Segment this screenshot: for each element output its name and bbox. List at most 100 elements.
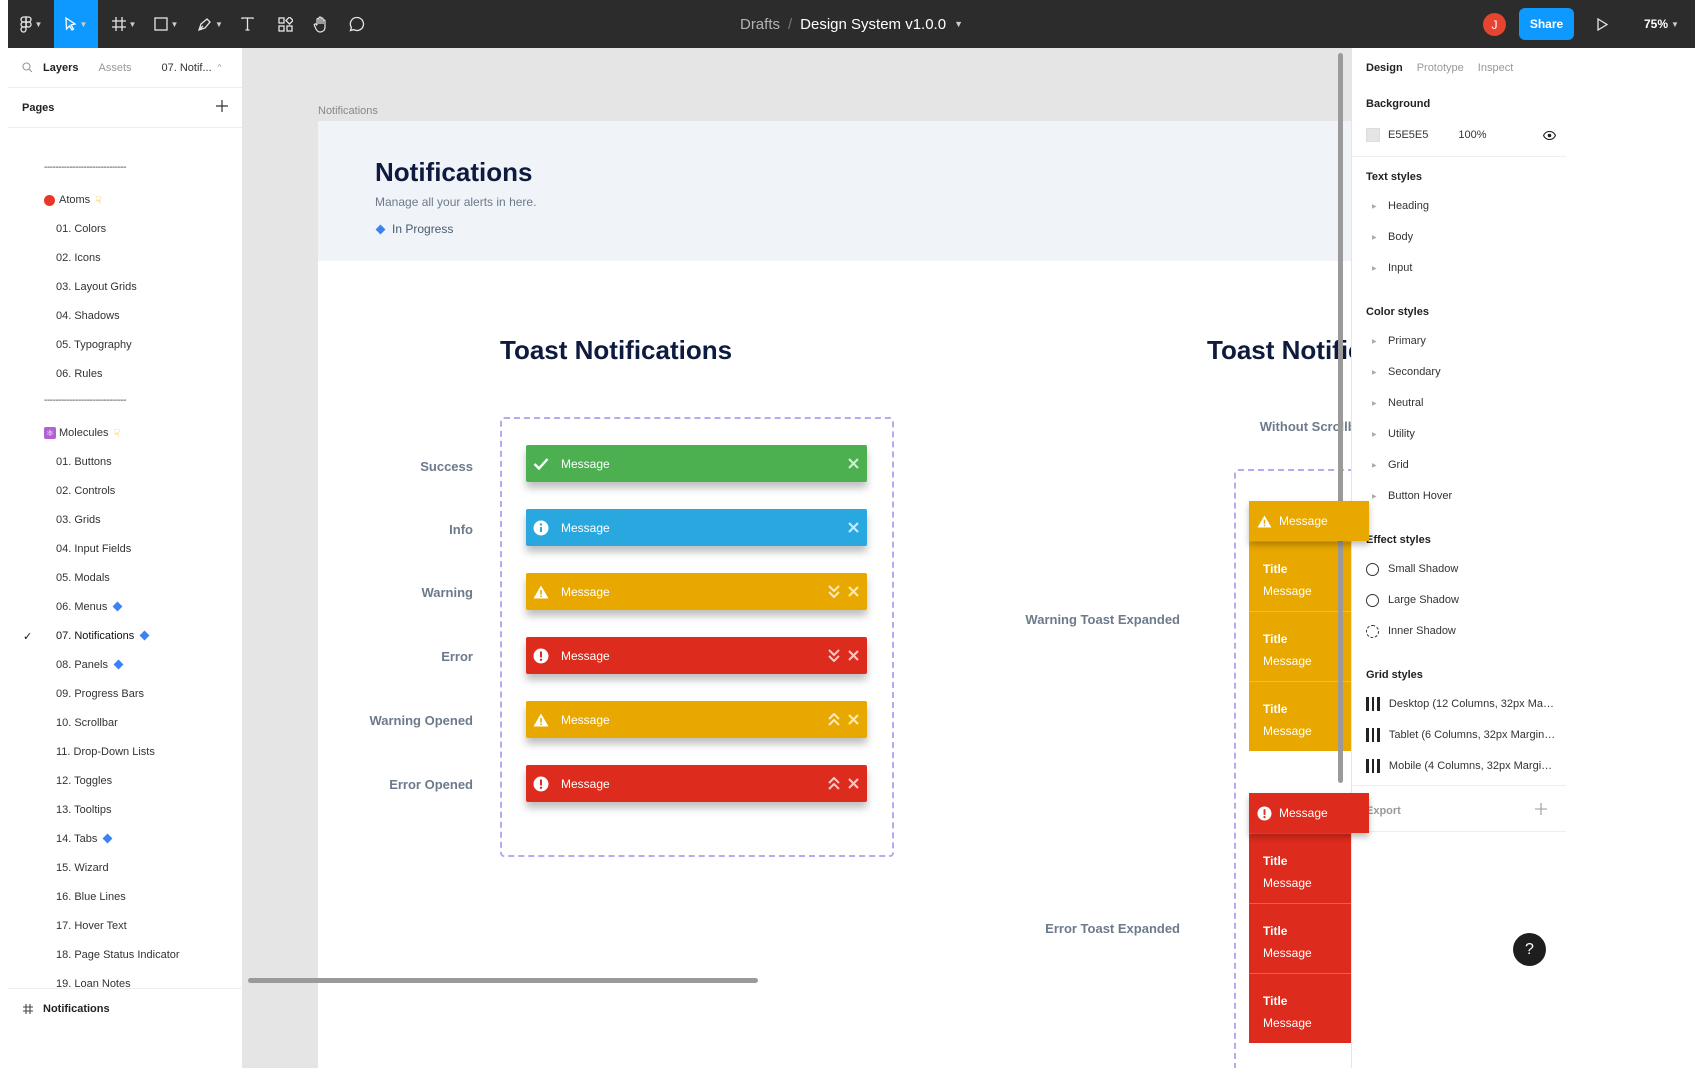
- page-item[interactable]: 02. Controls: [8, 477, 243, 505]
- background-opacity[interactable]: 100%: [1458, 129, 1487, 141]
- color-style-item[interactable]: ▶ Primary: [1366, 330, 1556, 352]
- close-icon[interactable]: [848, 714, 859, 725]
- error-toast-expanded[interactable]: Message Title Message Title Message Title M…: [1249, 793, 1369, 1043]
- page-item[interactable]: 09. Progress Bars: [8, 680, 243, 708]
- text-style-item[interactable]: ▶ Input: [1366, 257, 1556, 279]
- page-item[interactable]: 10. Scrollbar: [8, 709, 243, 737]
- page-item[interactable]: 01. Colors: [8, 215, 243, 243]
- frame-tool-button[interactable]: ▼: [106, 0, 142, 48]
- page-item[interactable]: 04. Input Fields: [8, 535, 243, 563]
- vertical-scrollbar[interactable]: [1338, 53, 1343, 783]
- page-item[interactable]: 12. Toggles: [8, 767, 243, 795]
- page-item[interactable]: 01. Buttons: [8, 448, 243, 476]
- page-item[interactable]: 17. Hover Text: [8, 912, 243, 940]
- page-item[interactable]: 16. Blue Lines: [8, 883, 243, 911]
- tab-assets[interactable]: Assets: [98, 61, 132, 74]
- page-item[interactable]: 06. Rules: [8, 360, 243, 388]
- chevron-double-up-icon[interactable]: [828, 713, 840, 726]
- chevron-double-down-icon[interactable]: [828, 649, 840, 662]
- color-style-item[interactable]: ▶ Grid: [1366, 454, 1556, 476]
- tab-inspect[interactable]: Inspect: [1477, 62, 1514, 74]
- frame-label[interactable]: Notifications: [318, 105, 378, 117]
- tab-prototype[interactable]: Prototype: [1416, 62, 1464, 74]
- toast-error[interactable]: Message: [526, 637, 867, 674]
- page-divider[interactable]: -----------------------------: [44, 162, 127, 173]
- page-item[interactable]: 13. Tooltips: [8, 796, 243, 824]
- page-item[interactable]: 03. Grids: [8, 506, 243, 534]
- horizontal-scrollbar[interactable]: [248, 978, 758, 983]
- design-canvas[interactable]: Notifications Notifications Manage all y…: [243, 48, 1388, 1068]
- toast-error-opened[interactable]: Message: [526, 765, 867, 802]
- add-page-icon[interactable]: [216, 100, 228, 115]
- toast-success[interactable]: Message: [526, 445, 867, 482]
- close-icon[interactable]: [848, 650, 859, 661]
- color-style-item[interactable]: ▶ Secondary: [1366, 361, 1556, 383]
- page-item[interactable]: 18. Page Status Indicator: [8, 941, 243, 969]
- chevron-double-up-icon[interactable]: [828, 777, 840, 790]
- search-icon[interactable]: [22, 62, 33, 73]
- toast-info[interactable]: Message: [526, 509, 867, 546]
- notifications-frame[interactable]: Notifications Manage all your alerts in …: [318, 121, 1388, 1068]
- page-item[interactable]: 02. Icons: [8, 244, 243, 272]
- background-hex[interactable]: E5E5E5: [1388, 129, 1429, 141]
- effect-style-item[interactable]: Inner Shadow: [1366, 620, 1556, 642]
- page-item[interactable]: 08. Panels: [8, 651, 243, 679]
- help-button[interactable]: ?: [1513, 933, 1546, 966]
- background-fill-row[interactable]: E5E5E5 100%: [1366, 124, 1556, 146]
- close-icon[interactable]: [848, 458, 859, 469]
- main-menu-button[interactable]: ▼: [8, 0, 54, 48]
- file-name[interactable]: Design System v1.0.0: [800, 15, 947, 33]
- page-item[interactable]: 19. Loan Notes: [8, 970, 243, 998]
- toast-warning[interactable]: Message: [526, 573, 867, 610]
- tab-design[interactable]: Design: [1366, 62, 1403, 74]
- color-style-item[interactable]: ▶ Button Hover: [1366, 485, 1556, 507]
- breadcrumb-drafts-link[interactable]: Drafts: [739, 15, 780, 33]
- page-item[interactable]: 05. Modals: [8, 564, 243, 592]
- toast-warning-opened[interactable]: Message: [526, 701, 867, 738]
- grid-style-item[interactable]: Desktop (12 Columns, 32px Marg...: [1366, 693, 1556, 715]
- effect-style-item[interactable]: Large Shadow: [1366, 589, 1556, 611]
- pen-tool-button[interactable]: ▼: [192, 0, 228, 48]
- effect-style-item[interactable]: Small Shadow: [1366, 558, 1556, 580]
- text-style-item[interactable]: ▶ Body: [1366, 226, 1556, 248]
- chevron-down-icon[interactable]: ▼: [954, 19, 963, 29]
- page-item[interactable]: 11. Drop-Down Lists: [8, 738, 243, 766]
- page-item[interactable]: 03. Layout Grids: [8, 273, 243, 301]
- page-item[interactable]: 15. Wizard: [8, 854, 243, 882]
- close-icon[interactable]: [848, 778, 859, 789]
- page-atoms-section[interactable]: Atoms ☟: [8, 186, 243, 214]
- page-item-current[interactable]: ✓ 07. Notifications: [8, 622, 243, 650]
- move-tool-button[interactable]: ▼: [54, 0, 98, 48]
- page-item[interactable]: 14. Tabs: [8, 825, 243, 853]
- shape-tool-button[interactable]: ▼: [148, 0, 184, 48]
- layer-row-notifications[interactable]: Notifications: [8, 988, 243, 1028]
- close-icon[interactable]: [848, 522, 859, 533]
- resources-tool-button[interactable]: [272, 0, 298, 48]
- share-button[interactable]: Share: [1519, 8, 1574, 40]
- eye-icon[interactable]: [1543, 130, 1556, 140]
- text-style-item[interactable]: ▶ Heading: [1366, 195, 1556, 217]
- user-avatar[interactable]: J: [1483, 13, 1506, 36]
- page-item[interactable]: 04. Shadows: [8, 302, 243, 330]
- color-style-item[interactable]: ▶ Utility: [1366, 423, 1556, 445]
- chevron-double-down-icon[interactable]: [828, 585, 840, 598]
- page-item[interactable]: 05. Typography: [8, 331, 243, 359]
- close-icon[interactable]: [848, 586, 859, 597]
- zoom-control[interactable]: 75% ▼: [1644, 0, 1679, 48]
- tab-layers[interactable]: Layers: [43, 61, 79, 74]
- add-export-icon[interactable]: [1535, 803, 1547, 815]
- present-button[interactable]: [1590, 0, 1614, 48]
- text-tool-button[interactable]: [234, 0, 260, 48]
- comment-tool-button[interactable]: [344, 0, 370, 48]
- page-divider[interactable]: -----------------------------: [44, 395, 127, 406]
- tab-current-page[interactable]: 07. Notif...: [161, 61, 212, 74]
- color-swatch[interactable]: [1366, 128, 1380, 142]
- hand-tool-button[interactable]: [308, 0, 334, 48]
- chevron-up-icon[interactable]: ^: [217, 63, 222, 72]
- page-item[interactable]: 06. Menus: [8, 593, 243, 621]
- grid-style-item[interactable]: Mobile (4 Columns, 32px Margin,...: [1366, 755, 1556, 777]
- grid-style-item[interactable]: Tablet (6 Columns, 32px Margin, ...: [1366, 724, 1556, 746]
- warning-toast-expanded[interactable]: Message Title Message Title Message Title M…: [1249, 501, 1369, 751]
- color-style-item[interactable]: ▶ Neutral: [1366, 392, 1556, 414]
- page-molecules-section[interactable]: ⚛ Molecules ☟: [8, 419, 243, 447]
